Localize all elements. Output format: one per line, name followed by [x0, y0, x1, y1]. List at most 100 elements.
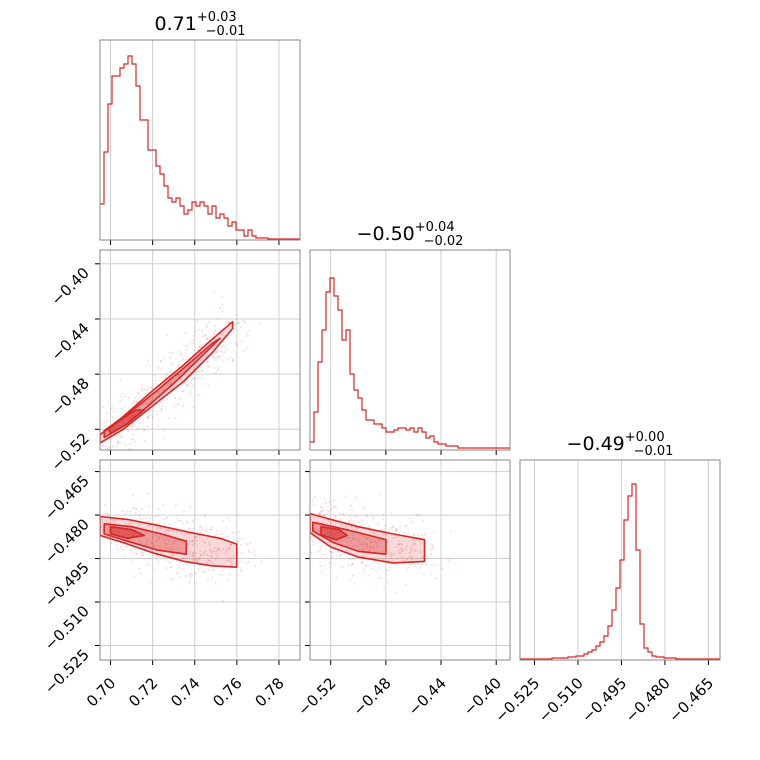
panel-1-3-sample-point	[195, 572, 197, 574]
panel-2-3-sample-point	[334, 546, 337, 549]
panel-1-3-sample-point	[192, 520, 194, 523]
panel-1-2-sample-point	[168, 416, 170, 419]
panel-1-3-sample-point	[180, 561, 182, 564]
panel-2-3-sample-point	[394, 552, 396, 555]
panel-1-3-sample-point	[212, 569, 215, 571]
panel-2-3-sample-point	[332, 506, 334, 508]
xlabel-col2-label-0: −0.52	[294, 674, 339, 719]
panel-1-2-sample-point	[119, 400, 122, 402]
panel-2-3-sample-point	[330, 508, 332, 510]
panel-1-2-sample-point	[154, 374, 156, 377]
panel-1-3-sample-point	[245, 543, 248, 545]
panel-1-2-sample-point	[114, 435, 117, 437]
panel-2-3-sample-point	[350, 526, 353, 529]
panel-1-2-sample-point	[192, 342, 194, 345]
panel-1-2-sample-point	[136, 401, 138, 403]
panel-1-2-sample-point	[232, 331, 235, 334]
panel-2-3-sample-point	[317, 534, 319, 536]
panel-2-3-sample-point	[280, 523, 282, 525]
panel-2-3-sample-point	[334, 517, 337, 520]
panel-1-2-sample-point	[200, 369, 203, 372]
panel-2-3-sample-point	[327, 510, 329, 512]
panel-1-2-sample-point	[158, 397, 161, 399]
panel-1-3-sample-point	[188, 581, 191, 583]
panel-1-2-sample-point	[144, 388, 146, 391]
panel-1-3-sample-point	[165, 543, 167, 545]
panel-1-2-sample-point	[100, 457, 102, 459]
panel-1-3-sample-point	[171, 550, 173, 552]
panel-2-3-sample-point	[333, 506, 336, 509]
panel-1-2-sample-point	[183, 382, 185, 384]
panel-1-3-sample-point	[192, 552, 195, 554]
panel-1-2-sample-point	[230, 331, 232, 333]
panel-2-3-contour-1	[310, 512, 426, 564]
panel-1-3-sample-point	[151, 551, 153, 553]
panel-2-3-sample-point	[294, 517, 296, 519]
panel-2-3-sample-point	[295, 517, 297, 519]
panel-1-2-sample-point	[167, 378, 169, 381]
panel-1-2-sample-point	[131, 425, 134, 428]
panel-2-3-sample-point	[335, 577, 338, 579]
panel-1-3-sample-point	[135, 507, 137, 510]
panel-1-3-sample-point	[167, 529, 170, 532]
panel-1-2-sample-point	[160, 360, 162, 362]
panel-1-3-sample-point	[229, 544, 232, 546]
panel-1-3-sample-point	[233, 555, 235, 557]
panel-1-3-sample-point	[107, 513, 109, 515]
panel-1-2-sample-point	[184, 332, 187, 334]
panel-1-3-sample-point	[135, 508, 137, 511]
panel-2-3-sample-point	[328, 562, 331, 564]
panel-2-3-sample-point	[381, 551, 384, 553]
panel-2-3-sample-point	[323, 497, 326, 500]
panel-1-2-sample-point	[186, 384, 188, 387]
panel-1-3-sample-point	[130, 514, 132, 517]
panel-1-2-sample-point	[235, 318, 238, 321]
panel-1-2-sample-point	[235, 342, 237, 345]
panel-2-3-sample-point	[354, 497, 357, 499]
panel-1-3-sample-point	[144, 531, 147, 533]
panel-1-2-sample-point	[103, 421, 105, 424]
panel-1-3-sample-point	[129, 510, 131, 513]
panel-2-3-sample-point	[419, 566, 422, 569]
panel-1-3-sample-point	[222, 520, 225, 522]
panel-2-3-sample-point	[423, 533, 426, 535]
panel-1-2-sample-point	[231, 359, 234, 361]
panel-1-2-sample-point	[191, 385, 194, 388]
panel-2-3-sample-point	[400, 543, 402, 545]
panel-2-3-sample-point	[366, 544, 368, 547]
panel-2-3-sample-point	[402, 550, 404, 552]
panel-2-3-sample-point	[406, 558, 408, 561]
panel-2-3-sample-point	[417, 534, 420, 537]
panel-1-2-sample-point	[142, 420, 144, 423]
panel-1-2-sample-point	[215, 371, 217, 373]
panel-2-3-sample-point	[413, 534, 415, 537]
panel-1-2-sample-point	[177, 361, 180, 364]
panel-2-3-sample-point	[373, 541, 376, 543]
panel-1-3-sample-point	[221, 533, 223, 535]
xlabel-col3-label-3: −0.480	[622, 674, 674, 726]
panel-2-3-sample-point	[405, 584, 407, 586]
panel-1-3-sample-point	[94, 506, 96, 508]
panel-2-3-sample-point	[351, 564, 353, 566]
panel-1-3-sample-point	[170, 554, 173, 556]
panel-1-2-sample-point	[122, 408, 124, 410]
panel-2-3-sample-point	[383, 587, 385, 590]
panel-1-2-sample-point	[217, 367, 219, 370]
panel-1-2-sample-point	[194, 330, 197, 333]
panel-1-3-sample-point	[166, 546, 169, 549]
panel-1-3-sample-point	[209, 536, 211, 539]
panel-1-3-sample-point	[158, 522, 160, 525]
panel-1-2-sample-point	[177, 373, 179, 375]
panel-1-3-sample-point	[157, 537, 160, 539]
panel-2-3-sample-point	[324, 514, 326, 516]
panel-1-2-sample-point	[127, 430, 130, 432]
panel-1-3-sample-point	[100, 525, 102, 528]
panel-1-3-sample-point	[230, 543, 232, 546]
panel-1-3-sample-point	[176, 560, 178, 562]
panel-1-2-sample-point	[176, 403, 179, 406]
panel-1-2-sample-point	[138, 406, 140, 408]
panel-1-2-sample-point	[133, 424, 135, 426]
panel-1-3-sample-point	[221, 548, 224, 551]
panel-2-3-sample-point	[323, 553, 326, 556]
